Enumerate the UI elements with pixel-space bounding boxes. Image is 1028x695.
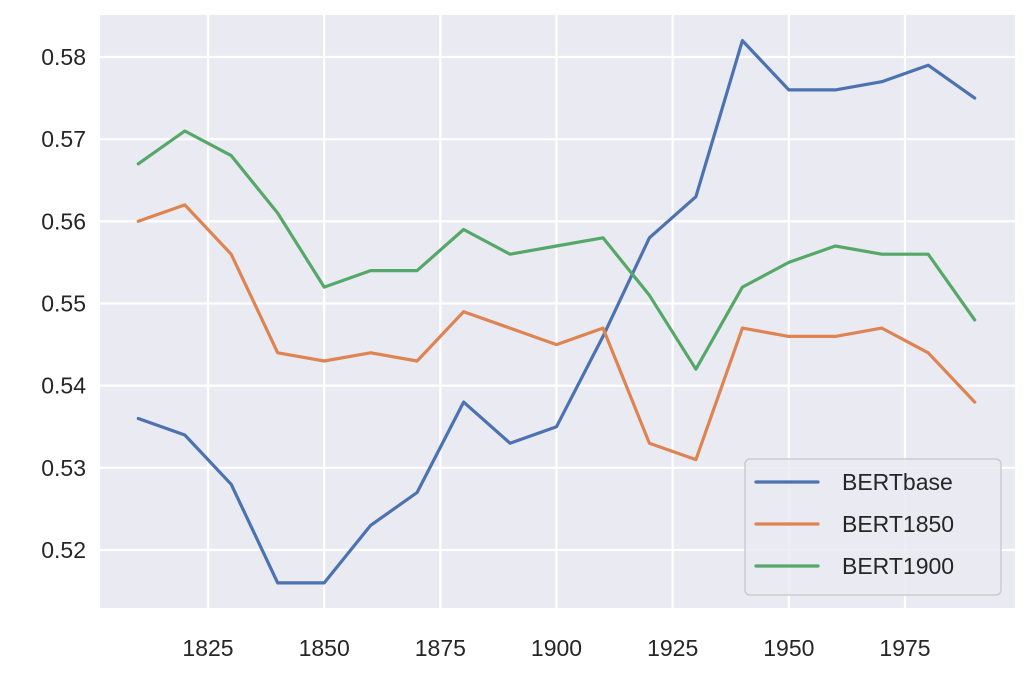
x-tick-label: 1950	[763, 635, 814, 661]
series-line-bert1850	[136, 203, 977, 462]
legend-label-bert1900: BERT1900	[842, 553, 954, 579]
legend: BERTbase BERT1850 BERT1900	[744, 458, 1002, 596]
x-tick-label: 1825	[182, 635, 233, 661]
y-tick-label: 0.55	[41, 291, 86, 317]
x-tick-label: 1975	[879, 635, 930, 661]
y-tick-label: 0.56	[41, 208, 86, 234]
series-line-bert1900	[136, 129, 977, 371]
y-tick-label: 0.58	[41, 44, 86, 70]
x-tick-label: 1925	[647, 635, 698, 661]
legend-label-bertbase: BERTbase	[842, 469, 953, 495]
legend-box	[744, 458, 1002, 596]
y-tick-label: 0.53	[41, 455, 86, 481]
y-axis-ticks: 0.52 0.53 0.54 0.55 0.56 0.57 0.58	[41, 44, 86, 563]
grid-lines	[100, 15, 1015, 608]
legend-label-bert1850: BERT1850	[842, 511, 954, 537]
x-tick-label: 1900	[531, 635, 582, 661]
x-axis-ticks: 1825 1850 1875 1900 1925 1950 1975	[182, 635, 930, 661]
series-line-bertbase	[136, 38, 977, 585]
x-tick-label: 1850	[299, 635, 350, 661]
x-tick-label: 1875	[415, 635, 466, 661]
y-tick-label: 0.52	[41, 537, 86, 563]
data-series	[136, 38, 977, 585]
y-tick-label: 0.54	[41, 373, 86, 399]
y-tick-label: 0.57	[41, 126, 86, 152]
